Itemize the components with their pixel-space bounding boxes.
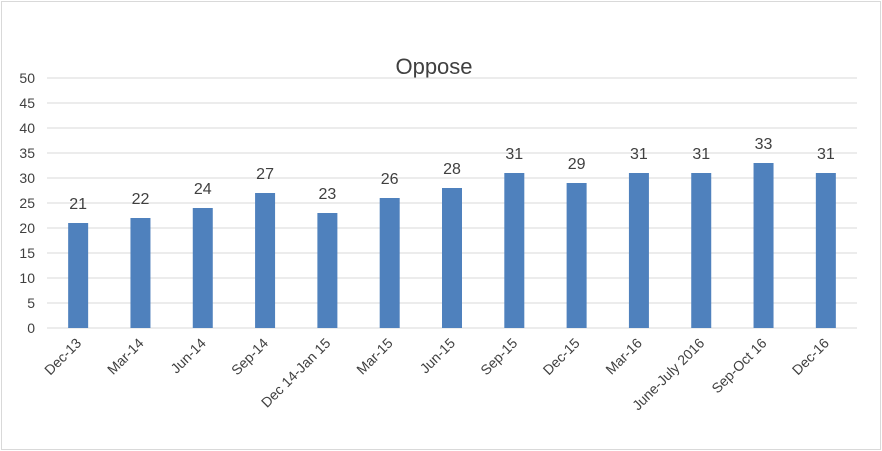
bar — [379, 198, 400, 328]
data-label: 24 — [194, 181, 212, 198]
bar — [628, 173, 649, 328]
bar — [442, 188, 462, 328]
gridlines — [47, 77, 857, 329]
y-tick-label: 15 — [19, 245, 35, 261]
data-label: 28 — [443, 161, 461, 178]
data-label: 31 — [817, 146, 835, 163]
x-tick-label: Dec-13 — [41, 335, 84, 378]
chart-title: Oppose — [395, 54, 472, 79]
y-tick-label: 20 — [19, 220, 35, 236]
y-tick-label: 5 — [27, 295, 35, 311]
x-tick-label: Jun-15 — [417, 335, 459, 377]
x-tick-label: Dec-15 — [540, 335, 583, 378]
data-label: 31 — [692, 146, 710, 163]
y-tick-label: 10 — [19, 270, 35, 286]
x-tick-label: Sep-15 — [477, 335, 520, 378]
bar — [255, 193, 276, 328]
data-labels: 21 22 24 27 23 26 28 31 29 31 31 33 31 — [69, 136, 835, 213]
x-tick-label: Dec-16 — [789, 335, 832, 378]
bar — [753, 163, 774, 328]
bar — [504, 173, 525, 328]
bar — [815, 173, 836, 328]
bar — [192, 208, 213, 328]
x-tick-label: Jun-14 — [167, 335, 209, 377]
bar — [566, 183, 587, 328]
y-tick-label: 0 — [27, 320, 35, 336]
x-tick-label: Sep-Oct 16 — [708, 335, 770, 397]
data-label: 33 — [755, 136, 773, 153]
data-label: 29 — [568, 156, 586, 173]
data-label: 21 — [69, 196, 87, 213]
y-tick-label: 50 — [19, 70, 35, 86]
y-axis: 0 5 10 15 20 25 30 35 40 45 50 — [19, 70, 35, 336]
y-tick-label: 30 — [19, 170, 35, 186]
x-tick-label: Mar-16 — [602, 335, 645, 378]
x-tick-label: Sep-14 — [228, 335, 271, 378]
bar — [68, 223, 89, 328]
bars — [68, 163, 836, 328]
y-tick-label: 25 — [19, 195, 35, 211]
x-tick-label: Mar-14 — [104, 335, 147, 378]
bar — [130, 218, 151, 328]
y-tick-label: 40 — [19, 120, 35, 136]
y-tick-label: 35 — [19, 145, 35, 161]
x-tick-label: Mar-15 — [353, 335, 396, 378]
data-label: 31 — [630, 146, 648, 163]
y-tick-label: 45 — [19, 95, 35, 111]
bar — [317, 213, 338, 328]
data-label: 27 — [256, 166, 274, 183]
data-label: 22 — [132, 191, 150, 208]
bar — [691, 173, 712, 328]
data-label: 26 — [381, 171, 399, 188]
data-label: 23 — [318, 186, 336, 203]
data-label: 31 — [505, 146, 523, 163]
